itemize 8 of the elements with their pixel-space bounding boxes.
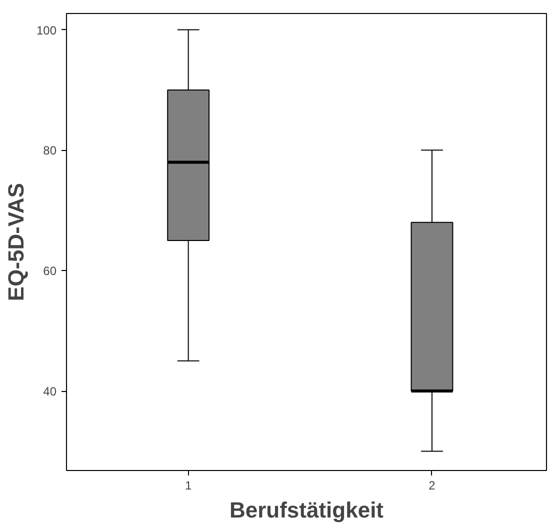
y-tick-label: 60: [43, 264, 57, 278]
x-tick-label: 1: [184, 478, 192, 492]
y-axis-title: EQ-5D-VAS: [3, 182, 28, 302]
x-tick-label: 2: [428, 478, 436, 492]
y-tick-label: 100: [36, 23, 57, 38]
y-tick-label: 80: [43, 144, 57, 158]
x-axis-title: Berufstätigkeit: [229, 498, 384, 522]
y-tick-label: 40: [43, 384, 57, 399]
